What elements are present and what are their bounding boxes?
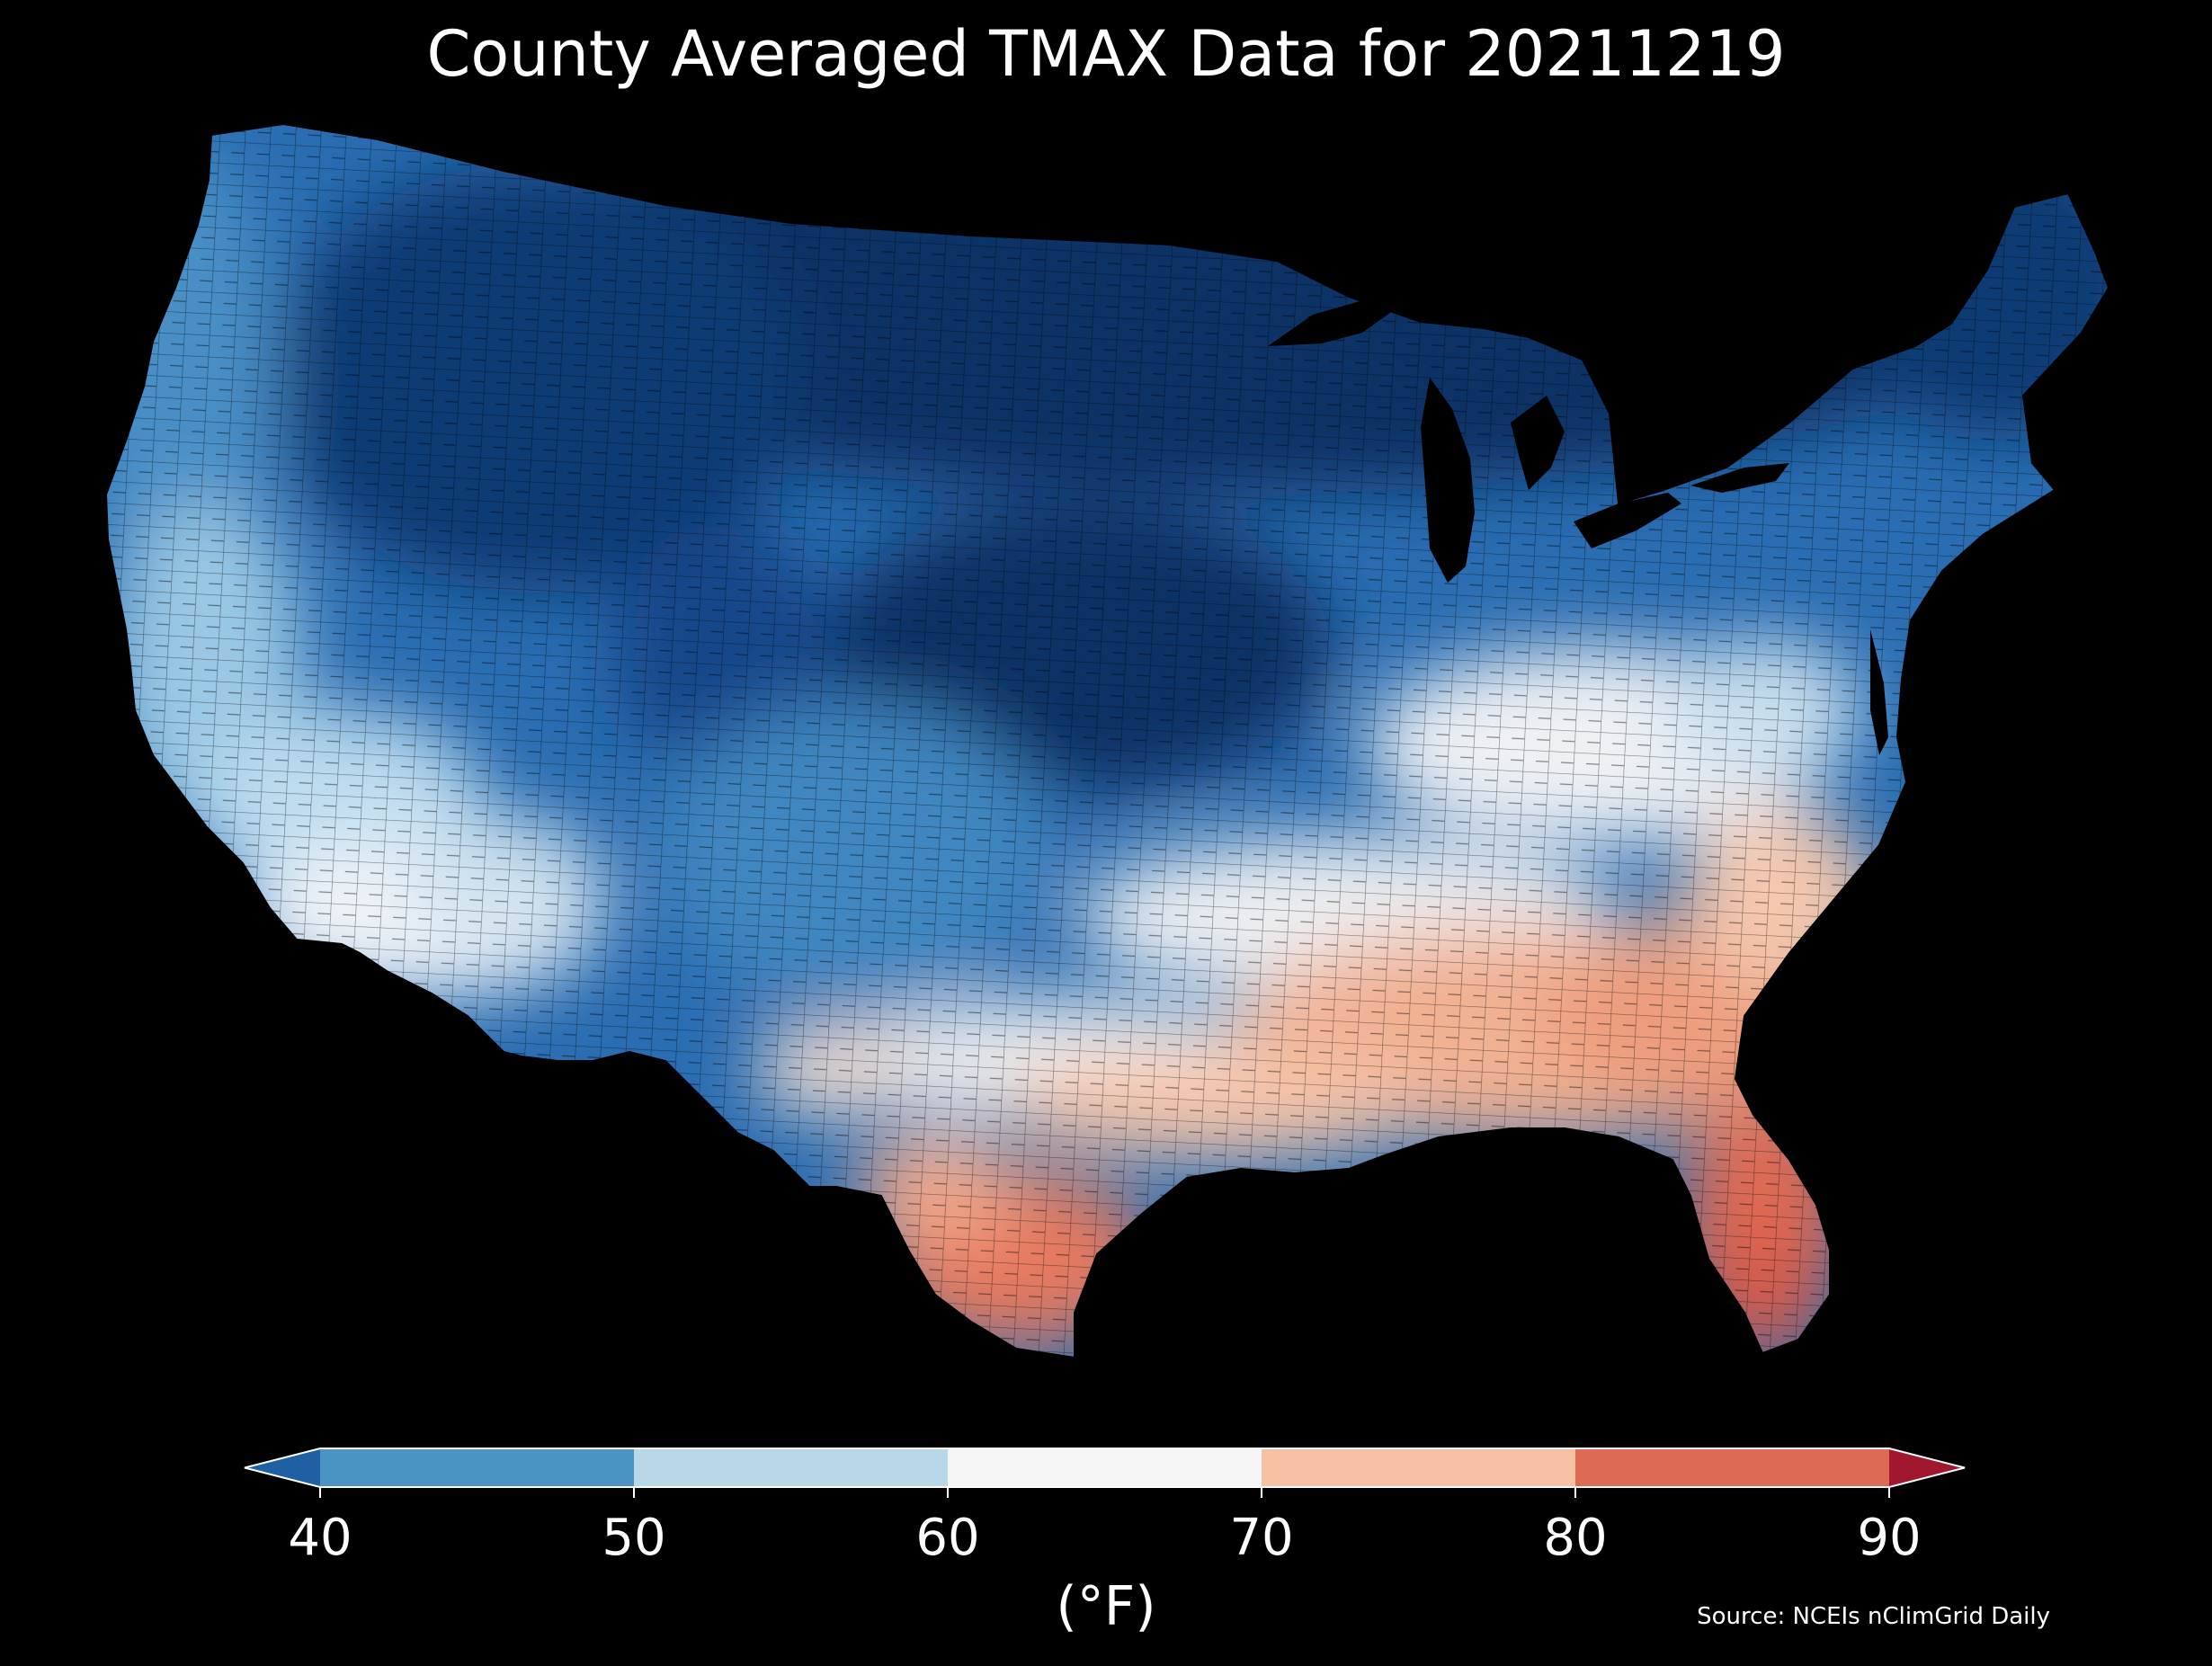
colorbar-bin — [634, 1448, 949, 1487]
great-lakes — [1268, 297, 1888, 755]
colorbar-tick-label: 80 — [1543, 1509, 1608, 1567]
colorbar-bin — [1575, 1448, 1890, 1487]
colorbar-bin — [320, 1448, 635, 1487]
source-credit: Source: NCEIs nClimGrid Daily — [1697, 1603, 2050, 1630]
colorbar-unit-label: (°F) — [1056, 1575, 1156, 1638]
colorbar-tick-label: 70 — [1229, 1509, 1294, 1567]
colorbar-bin — [948, 1448, 1262, 1487]
colorbar-bin — [1262, 1448, 1576, 1487]
map-title: County Averaged TMAX Data for 20211219 — [426, 17, 1786, 91]
colorbar-tick-label: 60 — [915, 1509, 980, 1567]
colorbar-extend-high — [1889, 1448, 1965, 1487]
colorbar-extend-low — [245, 1448, 320, 1487]
colorbar-tick-label: 50 — [602, 1509, 666, 1567]
colorbar-tick-label: 90 — [1857, 1509, 1922, 1567]
colorbar-tick-label: 40 — [288, 1509, 352, 1567]
